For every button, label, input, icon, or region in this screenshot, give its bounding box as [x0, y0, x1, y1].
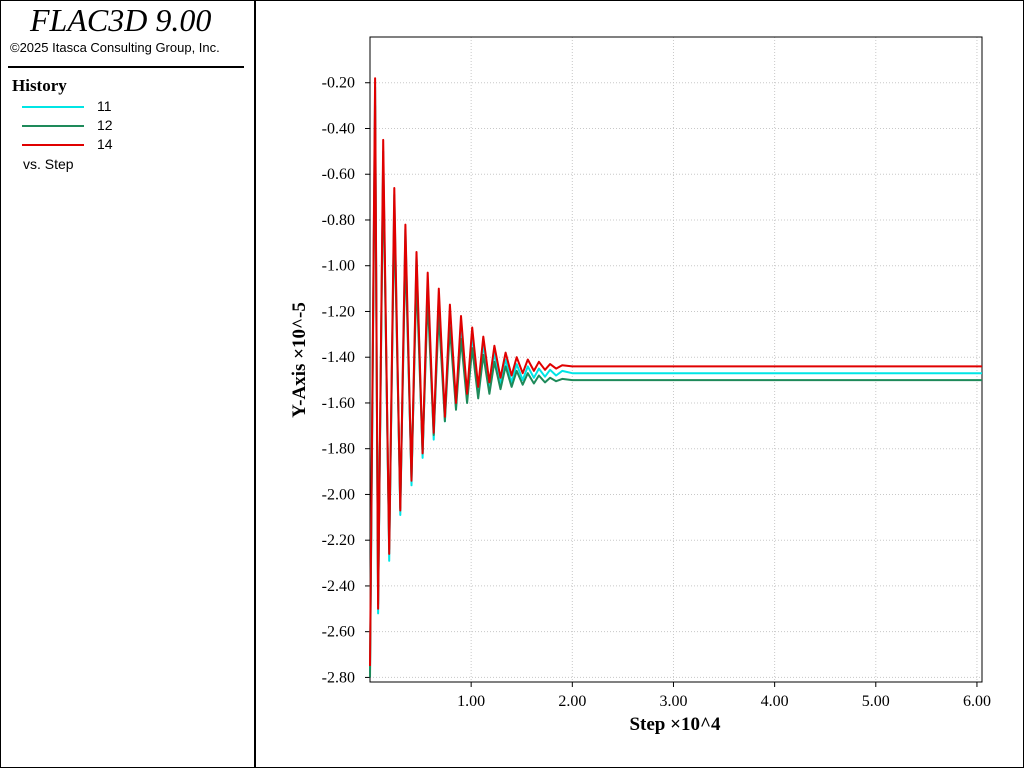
- series-line-14: [369, 77, 982, 667]
- divider: [8, 66, 244, 68]
- legend-versus-label: vs. Step: [23, 156, 74, 172]
- plot-frame: [369, 36, 983, 683]
- tick-labels: -0.20 -0.40 -0.60 -0.80 -1.00 -1.20 -1.40 -1.60…: [322, 75, 991, 710]
- y-tick-label: -1.80: [322, 441, 355, 458]
- series-lines: [369, 77, 982, 678]
- copyright-text: ©2025 Itasca Consulting Group, Inc.: [10, 40, 220, 55]
- x-tick-label: 1.00: [457, 693, 485, 710]
- x-tick-label: 3.00: [659, 693, 687, 710]
- legend-label-12: 12: [97, 117, 113, 133]
- legend-swatch-14: [22, 144, 84, 146]
- y-tick-label: -1.00: [322, 258, 355, 275]
- x-tick-label: 5.00: [862, 693, 890, 710]
- grid-lines: [365, 37, 982, 687]
- y-tick-label: -0.60: [322, 166, 355, 183]
- x-tick-label: 4.00: [761, 693, 789, 710]
- legend-label-11: 11: [97, 98, 112, 114]
- y-tick-label: -1.60: [322, 395, 355, 412]
- y-tick-label: -1.20: [322, 303, 355, 320]
- y-tick-label: -2.80: [322, 669, 355, 686]
- y-tick-label: -2.60: [322, 624, 355, 641]
- legend-swatch-12: [22, 125, 84, 127]
- y-tick-label: -2.20: [322, 532, 355, 549]
- y-axis-label: Y-Axis ×10^-5: [289, 302, 310, 418]
- y-tick-label: -2.40: [322, 578, 355, 595]
- x-tick-label: 6.00: [963, 693, 991, 710]
- series-line-12: [369, 104, 982, 678]
- y-tick-label: -0.80: [322, 212, 355, 229]
- legend-label-14: 14: [97, 136, 113, 152]
- y-tick-label: -0.40: [322, 120, 355, 137]
- x-tick-label: 2.00: [558, 693, 586, 710]
- y-tick-label: -0.20: [322, 75, 355, 92]
- app-title: FLAC3D 9.00: [30, 2, 212, 38]
- x-axis-label: Step ×10^4: [629, 714, 721, 735]
- legend-heading: History: [12, 76, 67, 95]
- legend-panel: FLAC3D 9.00 ©2025 Itasca Consulting Grou…: [0, 0, 256, 768]
- legend-swatch-11: [22, 106, 84, 108]
- y-tick-label: -2.00: [322, 486, 355, 503]
- y-tick-label: -1.40: [322, 349, 355, 366]
